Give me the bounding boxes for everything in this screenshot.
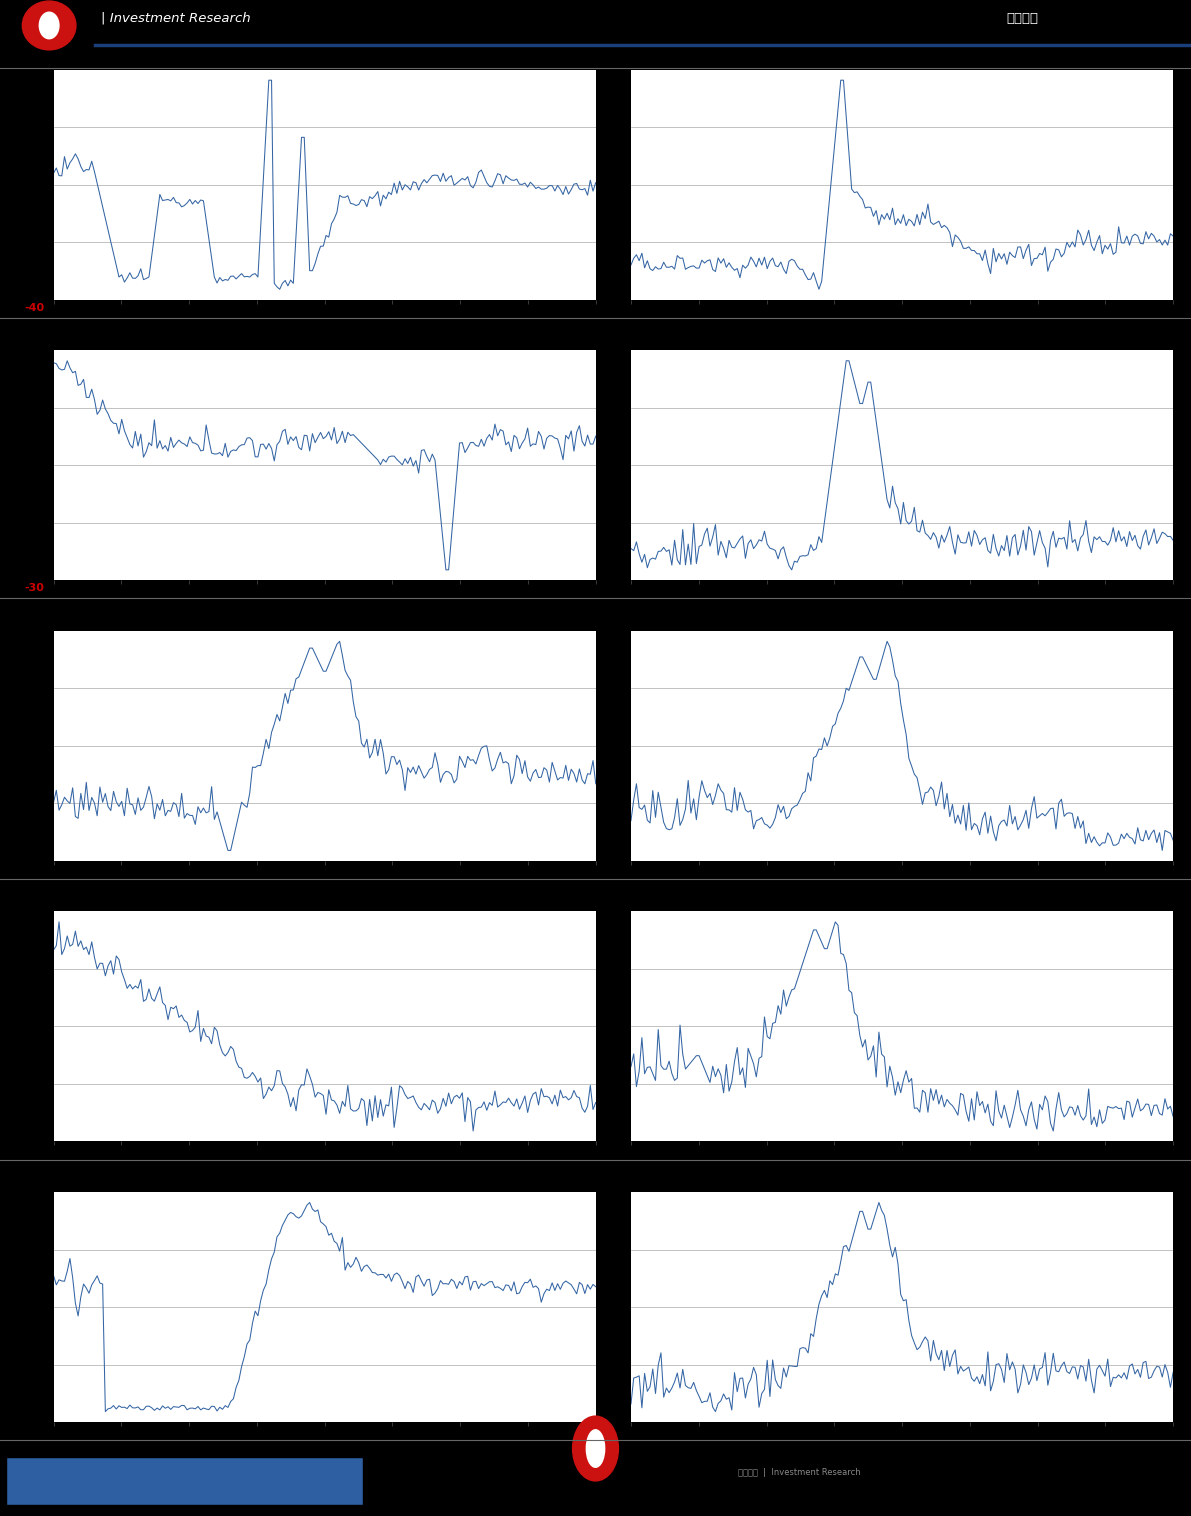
Text: 估値周报: 估値周报 xyxy=(1006,12,1039,24)
Ellipse shape xyxy=(39,12,60,39)
Text: 光大证券  |  Investment Research: 光大证券 | Investment Research xyxy=(738,1467,861,1477)
FancyBboxPatch shape xyxy=(6,1457,363,1505)
Ellipse shape xyxy=(573,1416,618,1481)
Ellipse shape xyxy=(23,2,76,50)
Ellipse shape xyxy=(586,1430,605,1467)
Text: | Investment Research: | Investment Research xyxy=(101,12,251,24)
Text: -40: -40 xyxy=(24,303,44,312)
Text: -30: -30 xyxy=(24,584,44,593)
